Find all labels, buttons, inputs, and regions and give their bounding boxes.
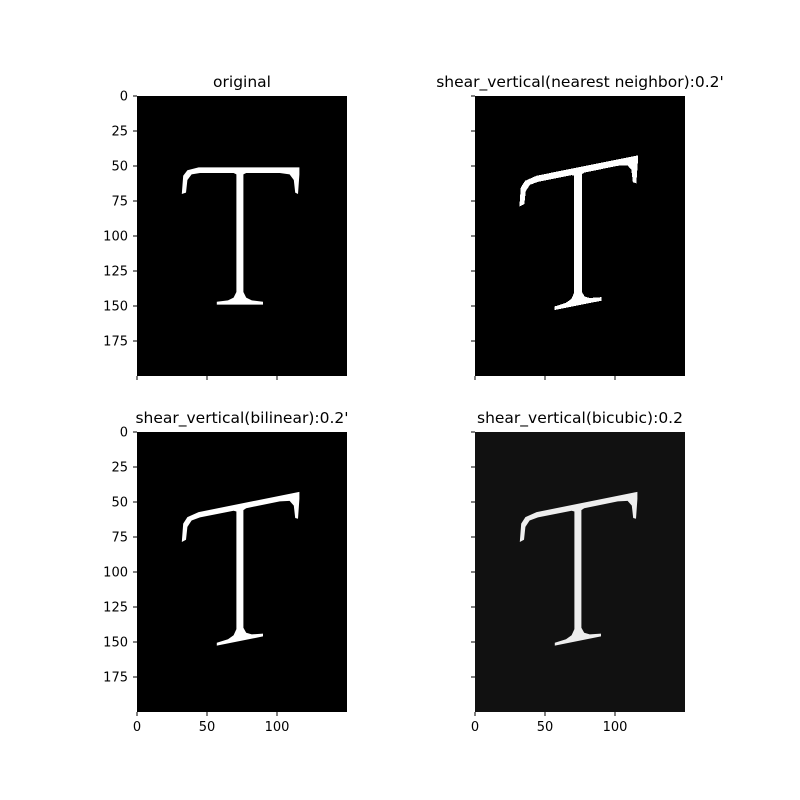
subplot-1: original 0 25 50 75 100 125 150 175 xyxy=(103,73,347,380)
y-tick-label: 25 xyxy=(111,461,128,476)
subplot-title: shear_vertical(bicubic):0.2 xyxy=(477,409,683,428)
subplot-title: shear_vertical(nearest neighbor):0.2' xyxy=(436,73,724,92)
y-tick-label: 100 xyxy=(103,566,128,581)
y-tick-label: 75 xyxy=(111,195,128,210)
x-tick-label: 50 xyxy=(199,720,216,735)
subplot-4: shear_vertical(bicubic):0.2 0 50 100 xyxy=(471,409,685,735)
glyph-t xyxy=(181,167,300,305)
x-tick-label: 100 xyxy=(265,720,290,735)
y-tick-label: 100 xyxy=(103,230,128,245)
x-tick-label: 0 xyxy=(133,720,141,735)
subplot-title: shear_vertical(bilinear):0.2' xyxy=(135,409,348,428)
subplot-2: shear_vertical(nearest neighbor):0.2' xyxy=(436,73,724,380)
y-tick-label: 0 xyxy=(120,426,128,441)
y-tick-label: 175 xyxy=(103,335,128,350)
y-tick-label: 125 xyxy=(103,601,128,616)
glyph-t xyxy=(519,491,638,646)
y-tick-label: 175 xyxy=(103,671,128,686)
glyph-t xyxy=(519,155,638,311)
x-tick-label: 50 xyxy=(537,720,554,735)
glyph-t xyxy=(181,491,300,646)
y-tick-label: 25 xyxy=(111,125,128,140)
subplot-3: shear_vertical(bilinear):0.2' 0 25 50 75 100 1… xyxy=(103,409,348,735)
y-tick-label: 75 xyxy=(111,531,128,546)
x-tick-label: 0 xyxy=(471,720,479,735)
y-tick-label: 50 xyxy=(111,496,128,511)
y-tick-label: 150 xyxy=(103,636,128,651)
subplot-grid: original0255075100125150175shear_vertica… xyxy=(103,73,724,735)
x-tick-label: 100 xyxy=(603,720,628,735)
y-tick-label: 50 xyxy=(111,160,128,175)
y-tick-label: 125 xyxy=(103,265,128,280)
subplot-title: original xyxy=(213,73,271,91)
y-tick-label: 150 xyxy=(103,300,128,315)
y-tick-label: 0 xyxy=(120,90,128,105)
